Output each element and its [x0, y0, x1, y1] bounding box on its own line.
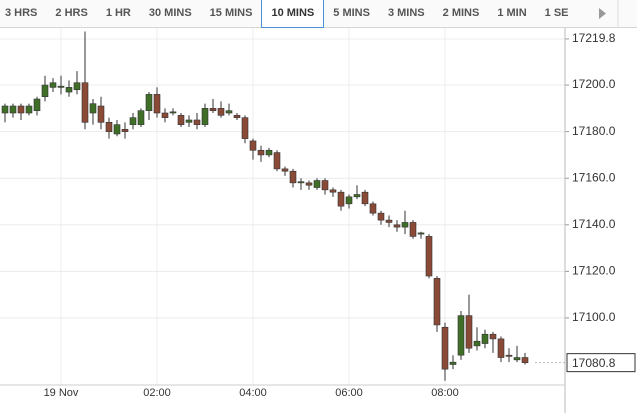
candle-body: [329, 189, 337, 193]
candle-body: [465, 315, 473, 349]
candle-body: [113, 124, 121, 135]
candle-body: [217, 108, 225, 116]
last-price-box: [566, 353, 636, 373]
candle-body: [305, 182, 313, 186]
candle-body: [97, 105, 105, 123]
y-tick-label: 17120.0: [572, 264, 616, 278]
candle-body: [345, 196, 353, 205]
candle-body: [489, 333, 497, 340]
candle-body: [177, 115, 185, 125]
candle-body: [417, 232, 425, 235]
candle-body: [65, 87, 73, 93]
candle-body: [497, 338, 505, 358]
candle-body: [361, 191, 369, 205]
timeframe-tab[interactable]: 15 MINS: [209, 7, 253, 19]
candle-body: [169, 111, 177, 114]
candle-body: [289, 170, 297, 184]
candle-body: [57, 85, 65, 88]
candle-body: [273, 152, 281, 170]
candle-body: [513, 357, 521, 361]
candle-body: [385, 219, 393, 223]
candle-body: [137, 110, 145, 125]
timeframe-bar: 3 HRS 2 HRS 1 HR 30 MINS 15 MINS 10 MINS 5 MIN…: [0, 0, 637, 28]
candle-body: [89, 103, 97, 114]
tab-row: 3 HRS 2 HRS 1 HR 30 MINS 15 MINS 10 MINS 5 MIN…: [0, 0, 592, 28]
candle-body: [457, 315, 465, 356]
candle-body: [401, 222, 409, 228]
timeframe-tab[interactable]: 2 HRS: [55, 7, 88, 19]
timeframe-tab[interactable]: 1 HR: [105, 7, 131, 19]
candle-body: [313, 180, 321, 188]
candle-body: [81, 82, 89, 123]
candle-body: [249, 140, 257, 151]
candle-body: [225, 110, 233, 114]
y-tick-label: 17200.0: [572, 77, 616, 91]
timeframe-tab[interactable]: 2 MINS: [442, 7, 480, 19]
timeframe-tab[interactable]: 1 MIN: [497, 7, 527, 19]
candle-body: [41, 84, 49, 97]
timeframe-tab[interactable]: 5 MINS: [333, 7, 370, 19]
x-tick-label: 04:00: [239, 387, 267, 399]
candle-body: [233, 115, 241, 118]
candle-body: [145, 94, 153, 111]
timeframe-tab[interactable]: 10 MINS: [261, 0, 325, 28]
candle-body: [201, 108, 209, 125]
candle-body: [409, 222, 417, 237]
candle-body: [321, 180, 329, 191]
candle-body: [153, 94, 161, 114]
timeframe-tab[interactable]: 3 MINS: [387, 7, 425, 19]
arrow-icon: [599, 0, 619, 27]
candle-body: [441, 326, 449, 370]
y-tick-label: 17160.0: [572, 170, 616, 184]
timeframe-tab[interactable]: 1 SE: [544, 7, 569, 19]
candle-body: [193, 119, 201, 125]
candle-body: [9, 105, 17, 114]
candle-body: [161, 112, 169, 118]
last-price-label: 17080.8: [572, 356, 616, 370]
candle-body: [121, 129, 129, 132]
candle-body: [505, 354, 513, 357]
timeframe-tab[interactable]: 30 MINS: [148, 7, 192, 19]
candle-body: [281, 168, 289, 172]
candle-body: [49, 82, 57, 88]
candle-body: [265, 149, 273, 156]
candle-body: [433, 278, 441, 326]
candle-body: [369, 203, 377, 214]
candle-body: [241, 117, 249, 139]
y-tick-label: 17180.0: [572, 124, 616, 138]
y-tick-label: 17219.8: [572, 31, 616, 45]
y-tick-label: 17140.0: [572, 217, 616, 231]
x-tick-label: 02:00: [143, 387, 171, 399]
candle-body: [425, 236, 433, 277]
candle-body: [481, 333, 489, 344]
candle-body: [473, 340, 481, 347]
candle-body: [257, 149, 265, 156]
candle-body: [185, 119, 193, 123]
candle-body: [17, 105, 25, 114]
candle-body: [33, 98, 41, 111]
candle-body: [377, 212, 385, 221]
candle-body: [25, 105, 33, 114]
chart: 17219.8 17200.0 17180.0 17160.0 17140.0 17120…: [0, 28, 636, 413]
candle-body: [353, 194, 361, 198]
candle-body: [297, 181, 305, 184]
timeframe-tab[interactable]: 3 HRS: [5, 7, 38, 19]
candle-body: [393, 224, 401, 228]
candle-body: [129, 117, 137, 125]
y-tick-label: 17100.0: [572, 310, 616, 324]
scroll-arrow[interactable]: [596, 0, 637, 27]
x-tick-label: 06:00: [335, 387, 363, 399]
candle-body: [521, 357, 529, 363]
candle-body: [105, 122, 113, 132]
candle-body: [449, 361, 457, 365]
candle-body: [73, 82, 81, 91]
candle-body: [209, 108, 217, 111]
candle-body: [1, 105, 9, 114]
x-tick-label: 19 Nov: [44, 387, 79, 399]
candle-body: [337, 191, 345, 207]
x-tick-label: 08:00: [431, 387, 459, 399]
